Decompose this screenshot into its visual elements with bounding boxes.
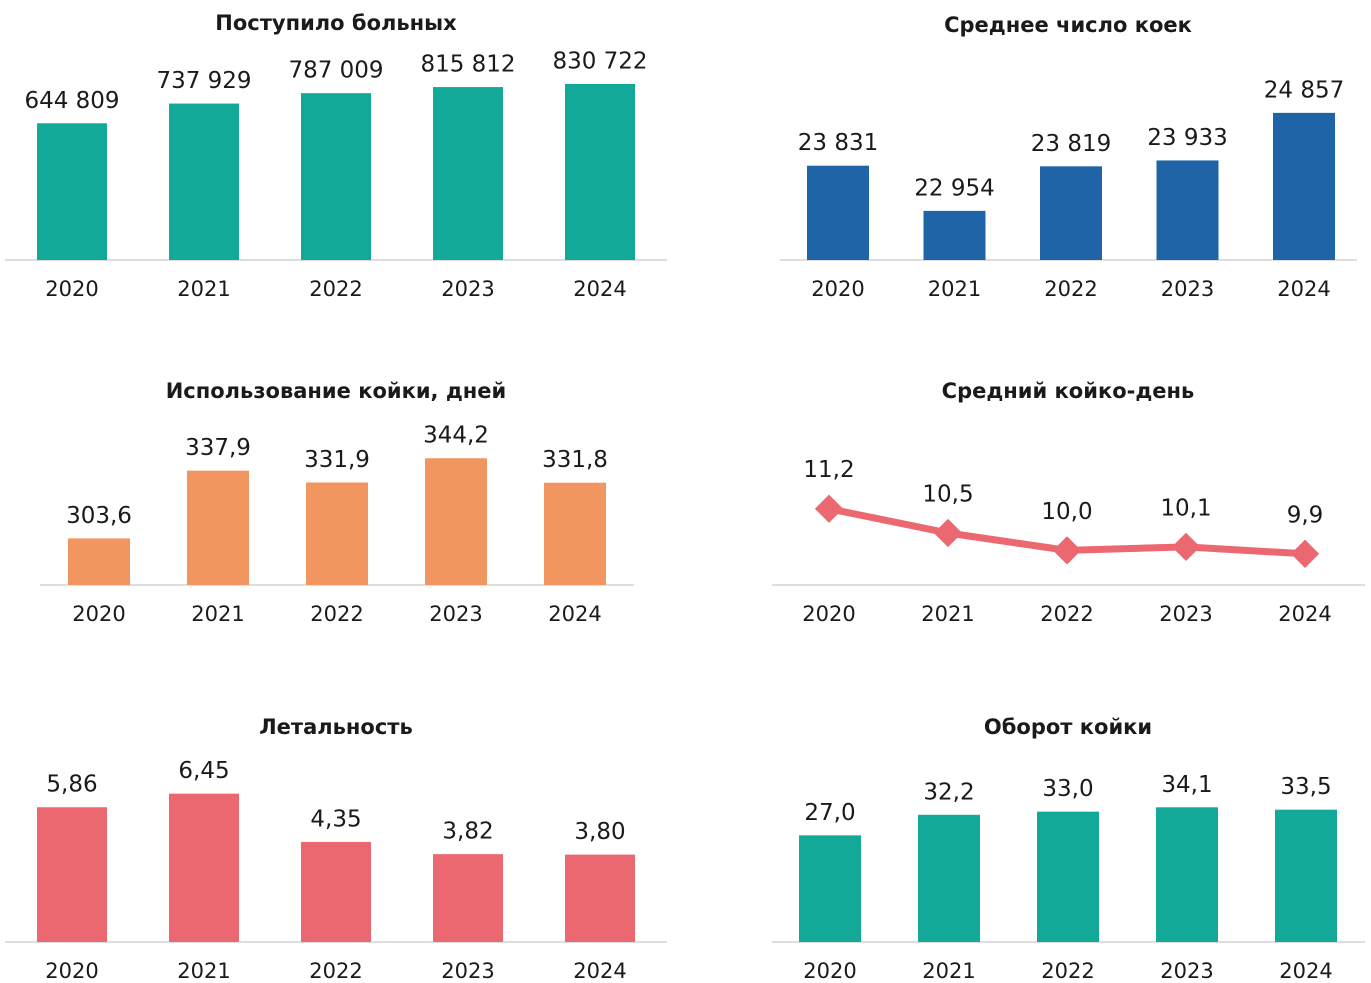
- data-label: 10,1: [1160, 495, 1211, 521]
- bar: [1156, 807, 1218, 942]
- bar: [799, 835, 861, 942]
- data-label: 22 954: [914, 175, 994, 201]
- bar: [425, 458, 487, 585]
- data-label: 32,2: [923, 779, 974, 805]
- x-tick-label: 2023: [1160, 959, 1213, 983]
- data-label: 23 819: [1031, 131, 1111, 157]
- x-tick-label: 2024: [1277, 277, 1330, 301]
- chart-title: Средний койко-день: [942, 379, 1195, 403]
- chart-title: Летальность: [259, 715, 413, 739]
- bar: [433, 854, 503, 942]
- x-tick-label: 2021: [928, 277, 981, 301]
- bar: [1156, 160, 1219, 260]
- x-tick-label: 2021: [191, 602, 244, 626]
- chart-title: Оборот койки: [984, 715, 1152, 739]
- marker: [1171, 532, 1201, 562]
- bar: [37, 807, 107, 942]
- x-tick-label: 2024: [548, 602, 601, 626]
- data-label: 33,0: [1042, 776, 1093, 802]
- data-label: 331,8: [542, 447, 608, 473]
- bar: [544, 482, 606, 585]
- marker: [814, 494, 844, 523]
- marker: [933, 518, 963, 548]
- x-tick-label: 2022: [309, 959, 362, 983]
- x-tick-label: 2020: [45, 959, 98, 983]
- data-label: 303,6: [66, 503, 132, 529]
- marker: [1052, 536, 1082, 565]
- data-label: 737 929: [156, 68, 251, 94]
- data-label: 830 722: [552, 48, 647, 74]
- chart-title: Поступило больных: [215, 11, 457, 35]
- data-label: 34,1: [1161, 772, 1212, 798]
- bar: [433, 87, 503, 261]
- x-tick-label: 2022: [309, 277, 362, 301]
- x-tick-label: 2020: [45, 277, 98, 301]
- data-label: 33,5: [1280, 774, 1331, 800]
- x-tick-label: 2020: [802, 602, 855, 626]
- x-tick-label: 2024: [573, 959, 626, 983]
- data-label: 331,9: [304, 447, 370, 473]
- data-label: 644 809: [24, 88, 119, 114]
- x-tick-label: 2021: [177, 959, 230, 983]
- x-tick-label: 2020: [72, 602, 125, 626]
- x-tick-label: 2020: [811, 277, 864, 301]
- x-tick-label: 2022: [1044, 277, 1097, 301]
- bar: [923, 210, 986, 260]
- bar: [565, 83, 635, 260]
- bar: [918, 814, 980, 942]
- bar: [187, 470, 249, 585]
- x-tick-label: 2022: [310, 602, 363, 626]
- bar: [169, 103, 239, 260]
- bar: [68, 538, 130, 585]
- bar: [807, 165, 869, 260]
- data-label: 5,86: [46, 772, 97, 798]
- bar: [1273, 112, 1335, 260]
- x-tick-label: 2022: [1041, 959, 1094, 983]
- bar: [169, 793, 239, 942]
- data-label: 10,0: [1041, 499, 1092, 525]
- x-tick-label: 2020: [803, 959, 856, 983]
- x-tick-label: 2024: [1279, 959, 1332, 983]
- bar: [1037, 811, 1099, 942]
- chart-title: Использование койки, дней: [166, 379, 507, 403]
- bar: [1275, 809, 1337, 942]
- x-tick-label: 2021: [177, 277, 230, 301]
- x-tick-label: 2021: [921, 602, 974, 626]
- data-label: 337,9: [185, 435, 251, 461]
- x-tick-label: 2023: [429, 602, 482, 626]
- chart-title: Среднее число коек: [944, 13, 1192, 37]
- bar: [565, 854, 635, 942]
- x-tick-label: 2021: [922, 959, 975, 983]
- data-label: 787 009: [288, 58, 383, 84]
- x-tick-label: 2023: [1159, 602, 1212, 626]
- bar: [37, 123, 107, 260]
- data-label: 3,82: [442, 819, 493, 845]
- x-tick-label: 2022: [1040, 602, 1093, 626]
- bar: [301, 841, 371, 942]
- x-tick-label: 2024: [573, 277, 626, 301]
- data-label: 27,0: [804, 800, 855, 826]
- x-tick-label: 2023: [441, 277, 494, 301]
- data-label: 24 857: [1264, 77, 1344, 103]
- marker: [1290, 539, 1320, 568]
- data-label: 6,45: [178, 758, 229, 784]
- data-label: 9,9: [1287, 502, 1324, 528]
- bar: [1040, 166, 1102, 260]
- bar: [301, 93, 371, 261]
- data-label: 10,5: [922, 482, 973, 508]
- x-tick-label: 2023: [1161, 277, 1214, 301]
- x-tick-label: 2023: [441, 959, 494, 983]
- data-label: 4,35: [310, 806, 361, 832]
- data-label: 23 933: [1147, 125, 1227, 151]
- data-label: 815 812: [420, 52, 515, 78]
- data-label: 344,2: [423, 423, 489, 449]
- data-label: 3,80: [574, 819, 625, 845]
- x-tick-label: 2024: [1278, 602, 1331, 626]
- bar: [306, 482, 368, 585]
- data-label: 11,2: [803, 457, 854, 483]
- data-label: 23 831: [798, 130, 878, 156]
